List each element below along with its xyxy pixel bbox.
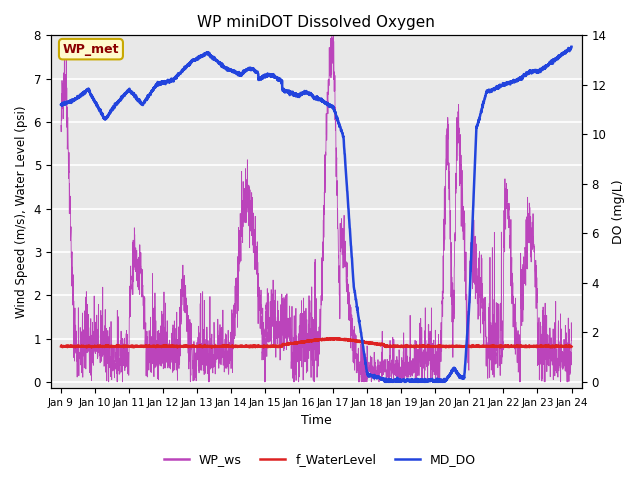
Y-axis label: DO (mg/L): DO (mg/L)	[612, 180, 625, 244]
X-axis label: Time: Time	[301, 414, 332, 427]
Legend: WP_ws, f_WaterLevel, MD_DO: WP_ws, f_WaterLevel, MD_DO	[159, 448, 481, 471]
Title: WP miniDOT Dissolved Oxygen: WP miniDOT Dissolved Oxygen	[197, 15, 435, 30]
Y-axis label: Wind Speed (m/s), Water Level (psi): Wind Speed (m/s), Water Level (psi)	[15, 106, 28, 318]
Text: WP_met: WP_met	[63, 43, 119, 56]
